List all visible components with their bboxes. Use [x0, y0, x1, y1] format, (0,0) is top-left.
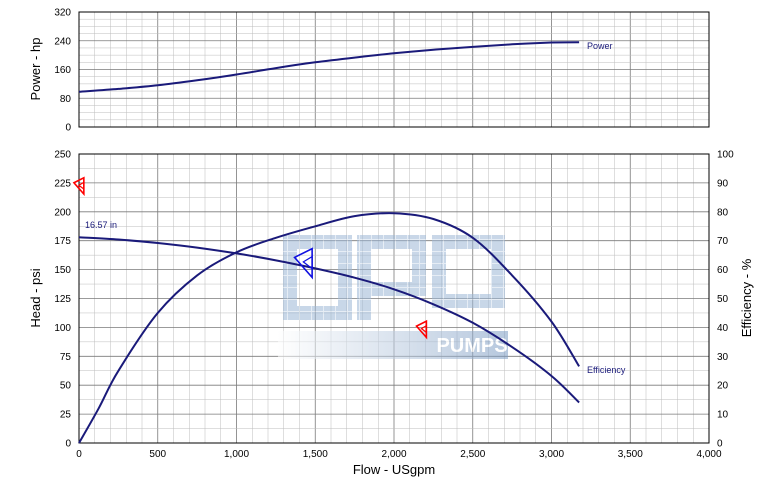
x-tick-label: 1,500: [303, 449, 328, 460]
right-y-axis-label: Efficiency - %: [739, 258, 754, 337]
left-y-tick-label: 225: [54, 178, 71, 189]
left-y-tick-label: 0: [65, 439, 71, 450]
head-curve: [78, 236, 580, 404]
x-tick-label: 3,000: [539, 449, 564, 460]
x-axis-label: Flow - USgpm: [353, 462, 435, 477]
operating-point-marker: [415, 319, 428, 340]
x-tick-label: 2,500: [460, 449, 485, 460]
x-tick-label: 500: [149, 449, 166, 460]
top-plot-frame: [78, 11, 710, 128]
markers: [72, 176, 428, 340]
right-y-tick-label: 40: [717, 323, 729, 334]
bottom-plot-frame: [78, 153, 710, 444]
efficiency-curve: [78, 212, 580, 444]
left-y-tick-label: 200: [54, 207, 71, 218]
left-y-axis-label: Head - psi: [28, 268, 43, 327]
right-y-tick-label: 60: [717, 265, 729, 276]
curves: [78, 41, 580, 444]
right-y-tick-label: 10: [717, 410, 729, 421]
top-y-tick-label: 0: [65, 123, 71, 134]
left-y-tick-label: 75: [60, 352, 72, 363]
operating-point-marker: [72, 176, 85, 197]
x-tick-label: 1,000: [224, 449, 249, 460]
power-curve: [78, 41, 580, 93]
efficiency-series-label: Efficiency: [587, 365, 626, 375]
left-y-tick-label: 250: [54, 150, 71, 161]
right-y-tick-label: 50: [717, 294, 729, 305]
left-y-tick-label: 150: [54, 265, 71, 276]
left-y-tick-label: 25: [60, 410, 72, 421]
left-y-tick-label: 50: [60, 381, 72, 392]
grid: [78, 11, 710, 444]
top-y-tick-label: 320: [54, 8, 71, 19]
right-y-tick-label: 30: [717, 352, 729, 363]
left-y-tick-label: 175: [54, 236, 71, 247]
right-y-tick-label: 0: [717, 439, 723, 450]
top-y-axis-label: Power - hp: [28, 38, 43, 101]
tick-labels: 0801602403200255075100125150175200225250…: [54, 8, 734, 461]
right-y-tick-label: 100: [717, 150, 734, 161]
right-y-tick-label: 20: [717, 381, 729, 392]
power-series-label: Power: [587, 41, 613, 51]
watermark-subtext: PUMPS: [436, 335, 507, 357]
top-y-tick-label: 240: [54, 36, 71, 47]
x-tick-label: 3,500: [618, 449, 643, 460]
top-y-tick-label: 80: [60, 94, 72, 105]
right-y-tick-label: 80: [717, 207, 729, 218]
top-y-tick-label: 160: [54, 65, 71, 76]
right-y-tick-label: 90: [717, 178, 729, 189]
gpo-pumps-logo: PUMPS: [278, 235, 508, 359]
x-tick-label: 0: [76, 449, 82, 460]
left-y-tick-label: 100: [54, 323, 71, 334]
left-y-tick-label: 125: [54, 294, 71, 305]
right-y-tick-label: 70: [717, 236, 729, 247]
plot-frames: [78, 11, 710, 444]
x-tick-label: 4,000: [696, 449, 721, 460]
head-series-label: 16.57 in: [85, 220, 117, 230]
operating-point-marker: [293, 247, 313, 280]
x-tick-label: 2,000: [381, 449, 406, 460]
